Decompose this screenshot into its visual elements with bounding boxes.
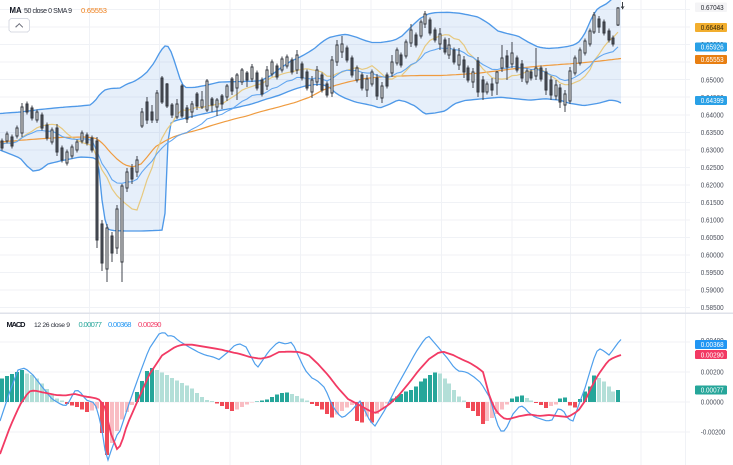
- svg-text:0.00200: 0.00200: [701, 370, 724, 377]
- svg-text:0.00290: 0.00290: [701, 352, 724, 359]
- svg-text:MA: MA: [10, 6, 23, 15]
- svg-text:50 close 0 SMA 9: 50 close 0 SMA 9: [24, 8, 72, 15]
- svg-text:0.58500: 0.58500: [701, 305, 724, 312]
- svg-text:0.65553: 0.65553: [701, 57, 724, 64]
- svg-text:0.63000: 0.63000: [701, 147, 724, 154]
- svg-text:0.65553: 0.65553: [81, 6, 107, 15]
- svg-text:0.60000: 0.60000: [701, 253, 724, 260]
- svg-text:0.62000: 0.62000: [701, 183, 724, 190]
- svg-text:0.63500: 0.63500: [701, 130, 724, 137]
- svg-text:0.61500: 0.61500: [701, 200, 724, 207]
- svg-text:0.00290: 0.00290: [138, 320, 162, 329]
- svg-text:0.64399: 0.64399: [701, 98, 724, 105]
- svg-text:0.00368: 0.00368: [701, 342, 724, 349]
- svg-text:0.65000: 0.65000: [701, 77, 724, 84]
- svg-text:0.00077: 0.00077: [79, 320, 103, 329]
- svg-text:0.59000: 0.59000: [701, 288, 724, 295]
- svg-text:0.62500: 0.62500: [701, 165, 724, 172]
- svg-text:MACD: MACD: [7, 320, 27, 329]
- svg-text:0.65926: 0.65926: [701, 45, 724, 52]
- svg-text:0.00077: 0.00077: [701, 388, 724, 395]
- svg-text:12 26 close 9: 12 26 close 9: [34, 322, 70, 329]
- svg-text:0.00000: 0.00000: [701, 400, 724, 407]
- svg-text:-0.00200: -0.00200: [701, 430, 726, 437]
- svg-text:0.60500: 0.60500: [701, 235, 724, 242]
- svg-text:0.59500: 0.59500: [701, 270, 724, 277]
- svg-text:0.67043: 0.67043: [701, 5, 724, 12]
- svg-text:0.61000: 0.61000: [701, 218, 724, 225]
- svg-text:0.66484: 0.66484: [701, 25, 724, 32]
- svg-text:0.64000: 0.64000: [701, 112, 724, 119]
- svg-text:0.00368: 0.00368: [108, 320, 132, 329]
